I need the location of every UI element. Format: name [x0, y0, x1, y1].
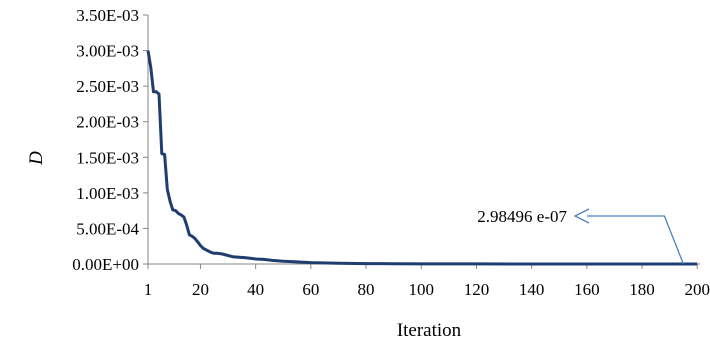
x-tick-label: 20	[192, 280, 209, 299]
x-tick-label: 140	[519, 280, 545, 299]
y-tick-label: 5.00E-04	[76, 219, 139, 238]
y-axis-title: D	[26, 151, 47, 166]
x-tick-label: 160	[574, 280, 600, 299]
y-axis: 0.00E+00 5.00E-04 1.00E-03 1.50E-03 2.00E-03…	[72, 6, 149, 274]
x-axis: 1 20 40 60 80 100 120 140 160 180 200	[144, 263, 710, 299]
x-tick-label: 100	[408, 280, 434, 299]
x-tick-label: 1	[144, 280, 153, 299]
x-tick-label: 40	[247, 280, 264, 299]
x-tick-label: 80	[358, 280, 375, 299]
series-line	[146, 50, 698, 266]
x-tick-label: 60	[302, 280, 319, 299]
annotation-arrow	[587, 215, 685, 265]
x-tick-label: 120	[464, 280, 490, 299]
x-axis-title: Iteration	[397, 320, 462, 341]
y-tick-label: 3.50E-03	[76, 6, 139, 25]
series	[146, 50, 698, 266]
y-tick-label: 2.50E-03	[76, 77, 139, 96]
y-tick-label: 0.00E+00	[72, 255, 139, 274]
y-tick-label: 2.00E-03	[76, 113, 139, 132]
y-tick-label: 1.00E-03	[76, 184, 139, 203]
arrowhead	[573, 208, 590, 224]
annotation: 2.98496 e-07	[477, 207, 685, 265]
x-tick-label: 180	[629, 280, 655, 299]
y-tick-label: 1.50E-03	[76, 148, 139, 167]
annotation-label: 2.98496 e-07	[477, 207, 567, 226]
y-tick-label: 3.00E-03	[76, 42, 139, 61]
x-tick-label: 200	[684, 280, 710, 299]
